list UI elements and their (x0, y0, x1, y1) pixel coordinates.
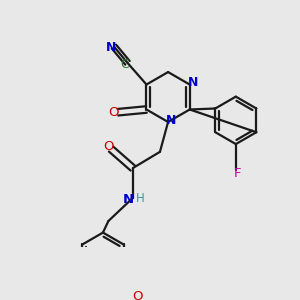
Text: N: N (188, 76, 198, 88)
Text: N: N (166, 114, 177, 127)
Text: O: O (109, 106, 119, 119)
Text: N: N (105, 41, 116, 54)
Text: F: F (234, 167, 241, 180)
Text: N: N (123, 193, 134, 206)
Text: H: H (136, 192, 145, 205)
Text: C: C (120, 58, 129, 71)
Text: O: O (133, 290, 143, 300)
Text: O: O (103, 140, 114, 153)
